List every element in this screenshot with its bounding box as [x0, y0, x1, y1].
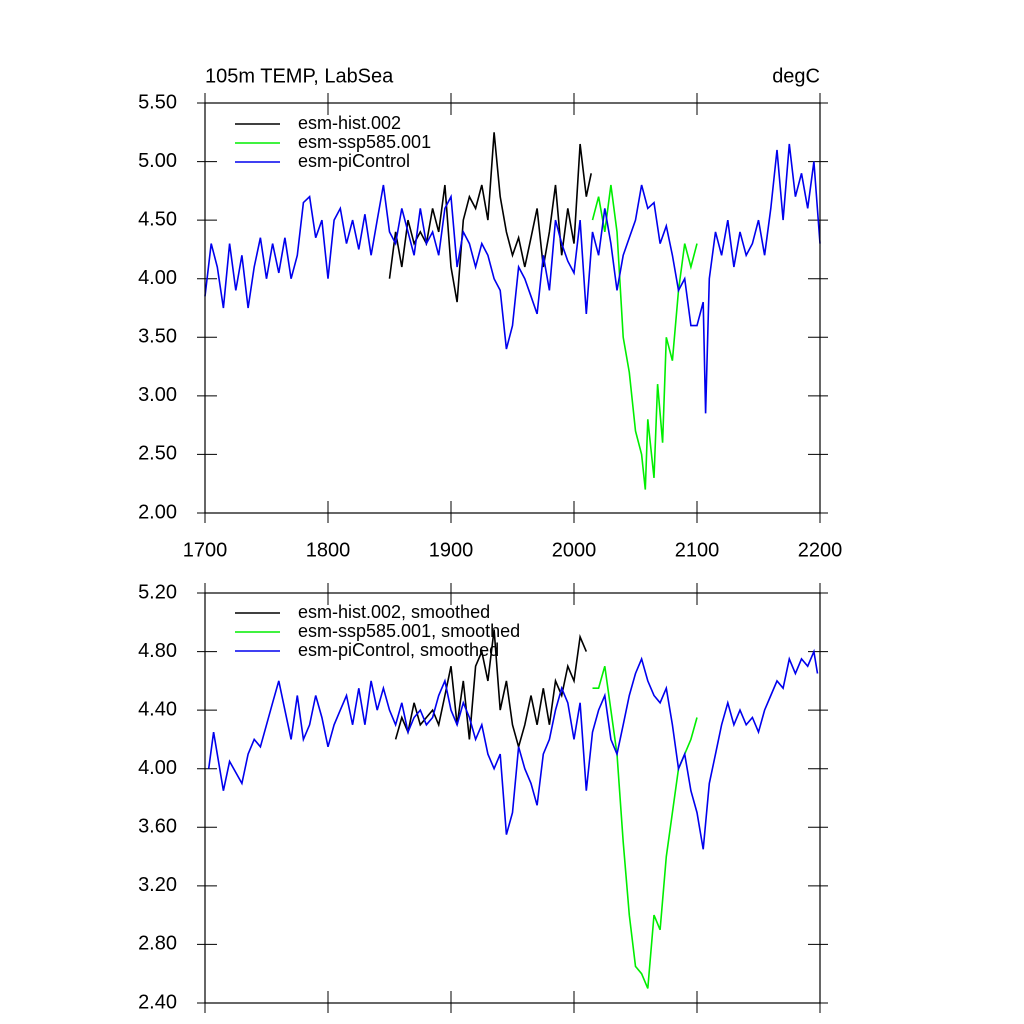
legend-label: esm-ssp585.001, smoothed — [298, 621, 520, 641]
y-tick-label: 4.50 — [138, 208, 177, 230]
x-tick-label: 1700 — [183, 539, 228, 561]
y-tick-label: 5.20 — [138, 581, 177, 603]
legend-label: esm-piControl, smoothed — [298, 640, 499, 660]
legend-label: esm-ssp585.001 — [298, 132, 431, 152]
x-tick-label: 2000 — [552, 539, 597, 561]
series-line — [394, 629, 588, 750]
y-tick-label: 2.50 — [138, 443, 177, 465]
x-tick-label: 1800 — [306, 539, 351, 561]
x-tick-label: 2100 — [675, 539, 720, 561]
y-tick-label: 4.40 — [138, 698, 177, 720]
y-tick-label: 4.00 — [138, 757, 177, 779]
x-tick-label: 2200 — [798, 539, 843, 561]
units-label: degC — [772, 65, 820, 87]
y-tick-label: 5.50 — [138, 91, 177, 113]
series-line — [591, 184, 698, 490]
series-line — [207, 648, 819, 850]
y-tick-label: 3.20 — [138, 874, 177, 896]
chart-title: 105m TEMP, LabSea — [205, 65, 394, 87]
y-tick-label: 5.00 — [138, 150, 177, 172]
legend-label: esm-piControl — [298, 151, 410, 171]
x-tick-label: 1900 — [429, 539, 474, 561]
y-tick-label: 3.50 — [138, 326, 177, 348]
y-tick-label: 4.00 — [138, 267, 177, 289]
y-tick-label: 2.40 — [138, 991, 177, 1013]
y-tick-label: 2.00 — [138, 501, 177, 523]
plot-frame — [204, 592, 821, 1004]
y-tick-label: 3.00 — [138, 384, 177, 406]
legend-label: esm-hist.002, smoothed — [298, 602, 490, 622]
y-tick-label: 3.60 — [138, 816, 177, 838]
y-tick-label: 4.80 — [138, 640, 177, 662]
series-line — [204, 143, 821, 414]
series-line — [388, 132, 592, 303]
plot-frame — [204, 102, 821, 514]
y-tick-label: 2.80 — [138, 933, 177, 955]
legend-label: esm-hist.002 — [298, 113, 401, 133]
